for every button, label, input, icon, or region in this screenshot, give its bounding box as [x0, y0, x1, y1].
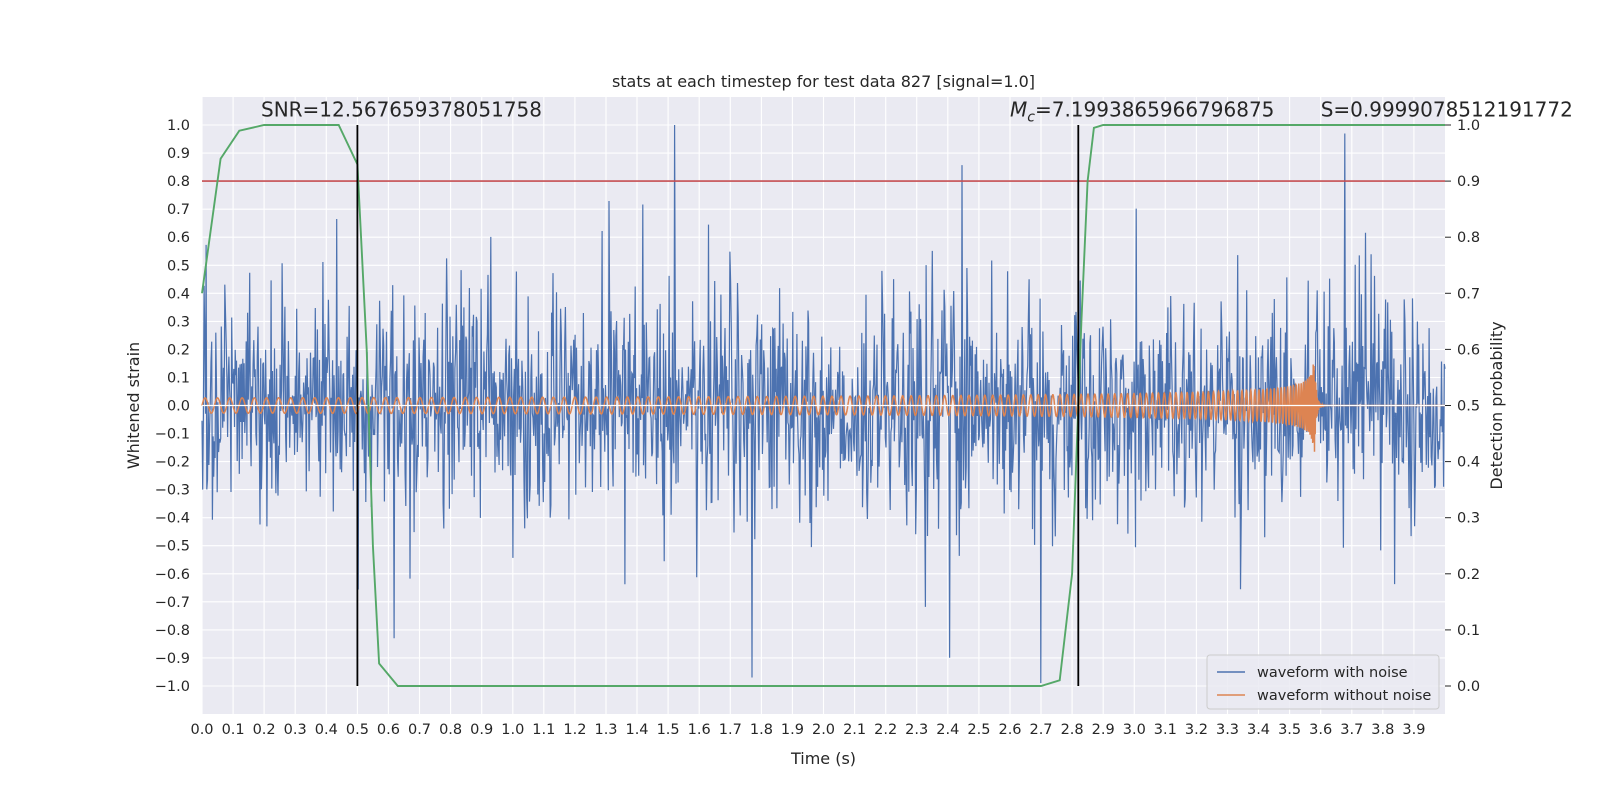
x-tick-label: 2.4 [936, 722, 959, 738]
data-layer [201, 124, 1446, 687]
x-tick-label: 3.8 [1371, 722, 1394, 738]
s-annotation: S=0.9999078512191772 [1321, 98, 1573, 122]
y-tick-label: 0.0 [167, 399, 190, 415]
y2-tick-label: 0.3 [1457, 511, 1480, 527]
x-tick-label: 3.5 [1278, 722, 1301, 738]
y-tick-label: −0.9 [155, 651, 190, 667]
x-tick-label: 1.9 [781, 722, 804, 738]
x-tick-label: 2.8 [1061, 722, 1084, 738]
y-tick-label: 0.2 [167, 342, 190, 358]
x-tick-label: 3.1 [1154, 722, 1177, 738]
y-tick-label: −0.3 [155, 483, 190, 499]
x-tick-label: 2.7 [1029, 722, 1052, 738]
x-tick-label: 0.1 [222, 722, 245, 738]
x-tick-label: 0.6 [377, 722, 400, 738]
y-tick-label: 0.8 [167, 174, 190, 190]
y-tick-label: −0.7 [155, 595, 190, 611]
y2-tick-label: 0.2 [1457, 567, 1480, 583]
x-tick-label: 0.8 [439, 722, 462, 738]
y-axis-label: Whitened strain [124, 342, 143, 469]
series-line-waveform-without-noise [201, 364, 1445, 452]
x-tick-label: 0.9 [470, 722, 493, 738]
y-tick-label: −0.5 [155, 539, 190, 555]
y-tick-label: 0.4 [167, 286, 190, 302]
y2-tick-label: 0.8 [1457, 230, 1480, 246]
chart-title: stats at each timestep for test data 827… [612, 72, 1035, 91]
y-tick-label: −0.1 [155, 427, 190, 443]
y2-axis-label: Detection probability [1487, 321, 1506, 489]
x-tick-label: 2.1 [843, 722, 866, 738]
chirp-mass-value: =7.1993865966796875 [1035, 98, 1274, 122]
legend-label-waveform-without-noise: waveform without noise [1257, 688, 1431, 704]
x-tick-label: 2.3 [905, 722, 928, 738]
x-tick-label: 1.7 [719, 722, 742, 738]
x-tick-label: 3.9 [1402, 722, 1425, 738]
x-tick-label: 2.6 [998, 722, 1021, 738]
x-tick-label: 1.4 [625, 722, 648, 738]
x-tick-label: 0.4 [315, 722, 338, 738]
y-tick-label: 0.6 [167, 230, 190, 246]
x-tick-label: 1.3 [594, 722, 617, 738]
x-tick-label: 2.5 [967, 722, 990, 738]
axes: 0.0 0.1 0.2 0.3 0.4 0.5 0.6 0.7 0.8 0.9 1.0 1.1 1.2 1… [155, 118, 1480, 738]
series-line-waveform-with-noise [201, 124, 1446, 684]
x-tick-label: 0.2 [253, 722, 276, 738]
y-tick-label: −1.0 [155, 679, 190, 695]
x-tick-label: 3.3 [1216, 722, 1239, 738]
y-tick-label: 0.1 [167, 371, 190, 387]
y2-tick-label: 0.9 [1457, 174, 1480, 190]
x-tick-label: 1.5 [657, 722, 680, 738]
y-tick-label: 0.9 [167, 146, 190, 162]
y-tick-label: 0.7 [167, 202, 190, 218]
x-tick-label: 1.1 [532, 722, 555, 738]
y-tick-label: 0.5 [167, 258, 190, 274]
y-tick-label: 1.0 [167, 118, 190, 134]
x-tick-label: 1.8 [750, 722, 773, 738]
y2-tick-label: 0.4 [1457, 455, 1480, 471]
x-tick-label: 0.0 [190, 722, 213, 738]
x-tick-label: 3.0 [1123, 722, 1146, 738]
x-tick-label: 0.7 [408, 722, 431, 738]
x-tick-label: 1.0 [501, 722, 524, 738]
legend: waveform with noise waveform without noi… [1206, 654, 1440, 710]
x-tick-label: 2.0 [812, 722, 835, 738]
x-tick-label: 0.5 [346, 722, 369, 738]
x-tick-label: 2.9 [1092, 722, 1115, 738]
x-tick-label: 2.2 [874, 722, 897, 738]
y2-tick-label: 0.5 [1457, 399, 1480, 415]
legend-label-waveform-with-noise: waveform with noise [1257, 665, 1408, 681]
x-tick-label: 3.7 [1340, 722, 1363, 738]
y-tick-label: −0.8 [155, 623, 190, 639]
y2-tick-label: 0.6 [1457, 342, 1480, 358]
y-tick-label: −0.4 [155, 511, 190, 527]
y2-tick-label: 0.1 [1457, 623, 1480, 639]
x-tick-label: 1.2 [563, 722, 586, 738]
snr-annotation: SNR=12.567659378051758 [261, 98, 542, 122]
y-tick-label: −0.6 [155, 567, 190, 583]
x-tick-label: 0.3 [284, 722, 307, 738]
chirp-mass-symbol: M [1010, 98, 1027, 122]
y-tick-label: −0.2 [155, 455, 190, 471]
x-tick-label: 3.2 [1185, 722, 1208, 738]
x-tick-label: 3.4 [1247, 722, 1270, 738]
annotations: SNR=12.567659378051758 Mc=7.199386596679… [261, 98, 1573, 126]
chirp-mass-subscript: c [1027, 110, 1035, 126]
y-tick-label: 0.3 [167, 314, 190, 330]
x-tick-label: 3.6 [1309, 722, 1332, 738]
y2-tick-label: 0.7 [1457, 286, 1480, 302]
y2-tick-label: 1.0 [1457, 118, 1480, 134]
chirp-mass-annotation: Mc=7.1993865966796875 [1010, 98, 1274, 126]
series-line-detection-probability [201, 124, 1445, 687]
legend-box [1206, 654, 1440, 710]
y2-tick-label: 0.0 [1457, 679, 1480, 695]
x-tick-label: 1.6 [688, 722, 711, 738]
x-axis-label: Time (s) [790, 749, 856, 768]
